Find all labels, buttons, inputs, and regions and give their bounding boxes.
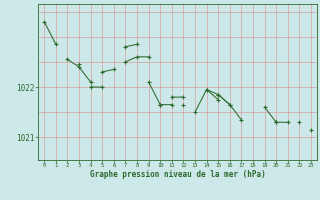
- X-axis label: Graphe pression niveau de la mer (hPa): Graphe pression niveau de la mer (hPa): [90, 170, 266, 179]
